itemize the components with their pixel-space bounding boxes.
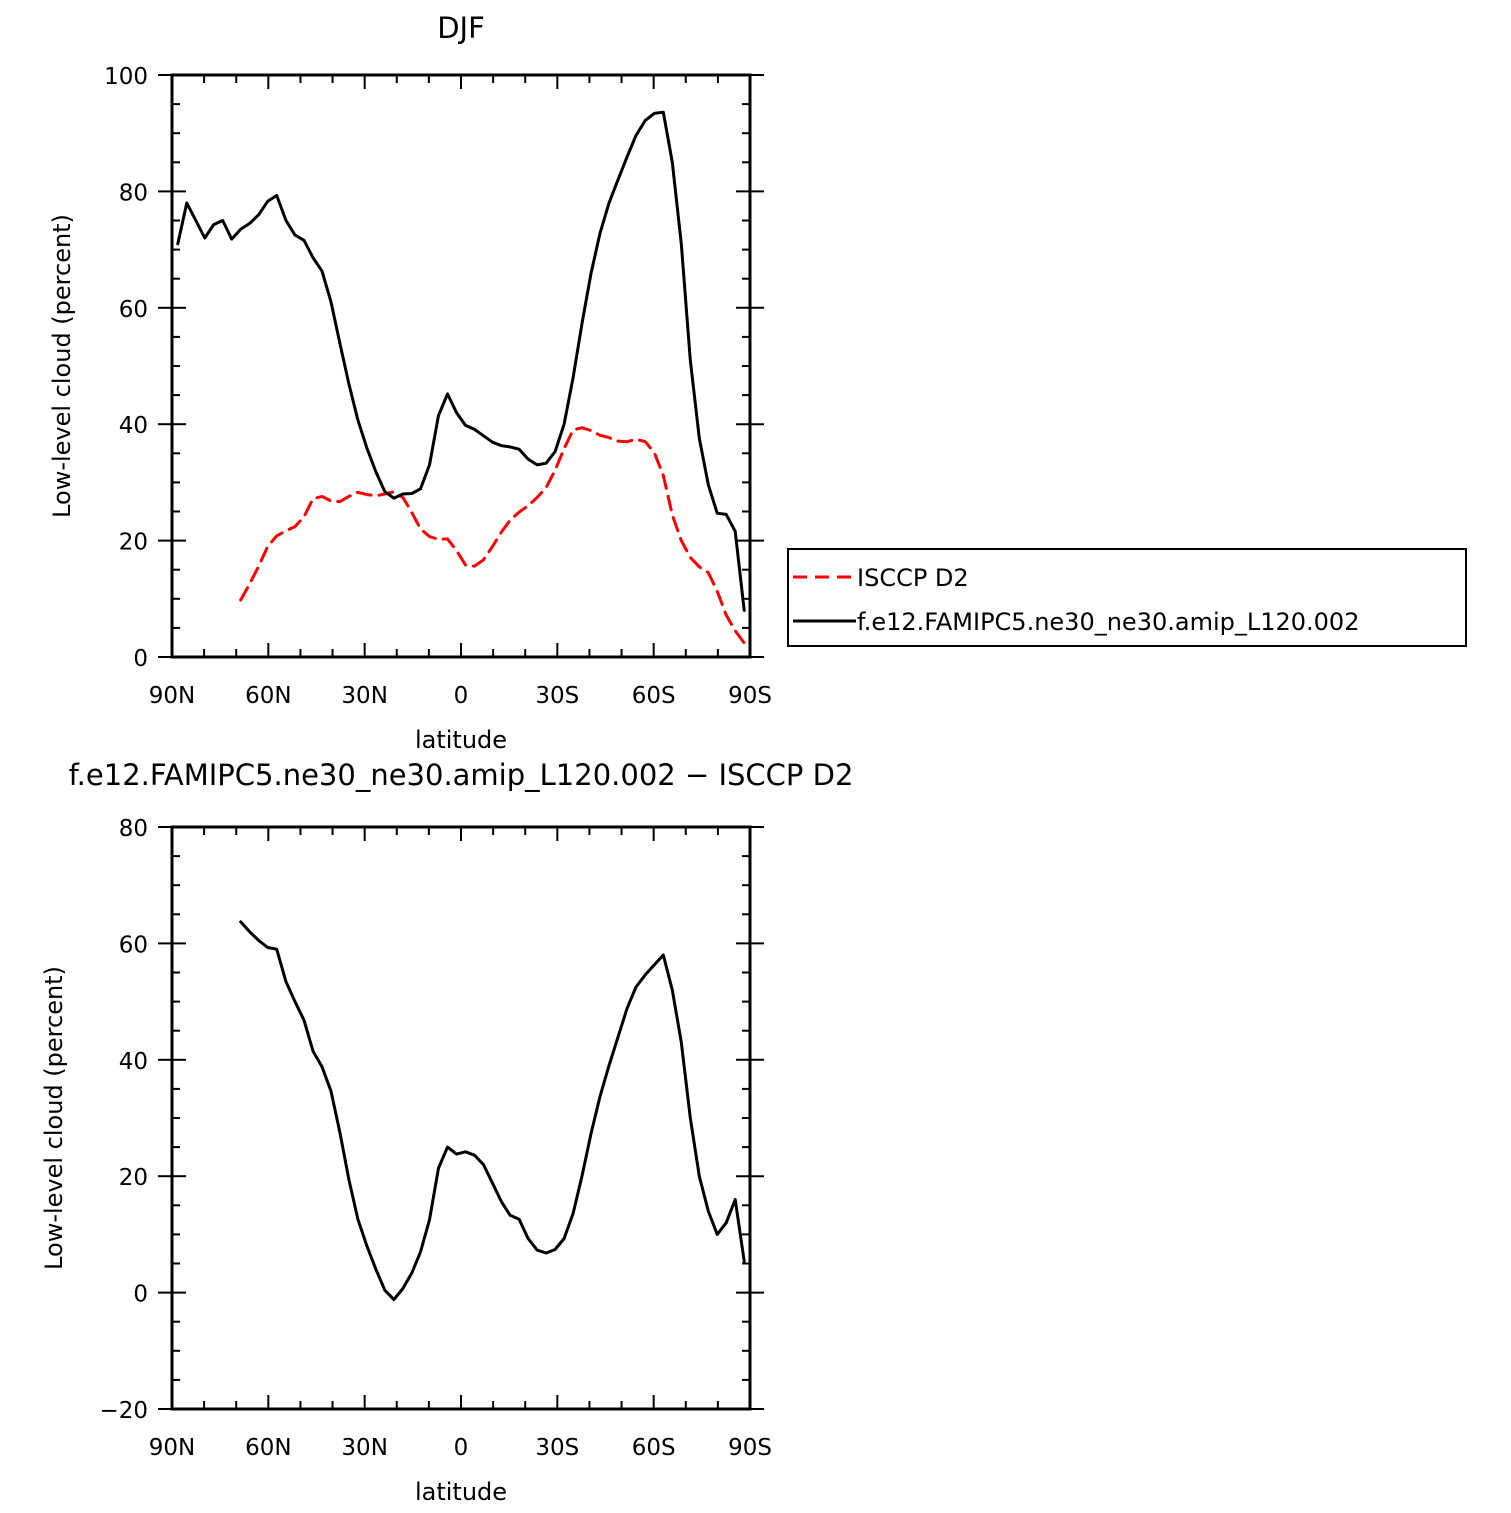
x-tick-label: 30S [535,683,579,709]
x-tick-label: 30N [341,683,387,709]
top-chart-panel: 90N 60N 30N 0 30S 60S 90S 0 20 40 60 80 100 DJF latitu… [48,11,772,754]
x-tick-label: 90N [149,1435,195,1461]
x-tick-label: 90S [728,683,772,709]
chart-title: DJF [437,11,485,45]
y-tick-label: 0 [133,646,148,672]
x-tick-label: 60S [632,1435,676,1461]
chart-title: f.e12.FAMIPC5.ne30_ne30.amip_L120.002 − … [69,758,854,792]
x-axis-label: latitude [415,1478,507,1506]
x-tick-label: 90N [149,683,195,709]
y-tick-label: 80 [119,180,148,206]
series-line-model [176,110,746,612]
x-tick-label: 60S [632,683,676,709]
legend-box [787,548,1467,647]
plot-frame [170,825,752,1411]
series-line-isccp-d2 [239,426,746,645]
x-tick-label: 30S [535,1435,579,1461]
plot-frame [170,73,752,659]
y-tick-label: −20 [99,1398,148,1424]
y-tick-label: 40 [119,413,148,439]
y-tick-label: 100 [104,64,148,90]
legend-label: ISCCP D2 [857,564,969,592]
y-axis-label: Low-level cloud (percent) [40,966,68,1270]
y-tick-label: 60 [119,297,148,323]
difference-line [239,920,746,1302]
y-tick-label: 0 [133,1282,148,1308]
chart-legend: ISCCP D2 f.e12.FAMIPC5.ne30_ne30.amip_L12… [787,548,1467,647]
x-tick-label: 0 [454,683,469,709]
x-tick-label: 60N [245,683,291,709]
x-tick-label: 30N [341,1435,387,1461]
y-tick-label: 60 [119,932,148,958]
y-tick-label: 20 [119,1165,148,1191]
y-axis-label: Low-level cloud (percent) [48,214,76,518]
x-tick-label: 90S [728,1435,772,1461]
x-tick-label: 60N [245,1435,291,1461]
legend-label: f.e12.FAMIPC5.ne30_ne30.amip_L120.002 [857,608,1359,636]
y-tick-label: 80 [119,816,148,842]
y-tick-label: 40 [119,1049,148,1075]
bottom-chart-panel: 90N 60N 30N 0 30S 60S 90S −20 0 20 40 60 80 f.e12.FAM… [40,758,853,1506]
y-tick-label: 20 [119,530,148,556]
x-tick-label: 0 [454,1435,469,1461]
x-axis-label: latitude [415,726,507,754]
